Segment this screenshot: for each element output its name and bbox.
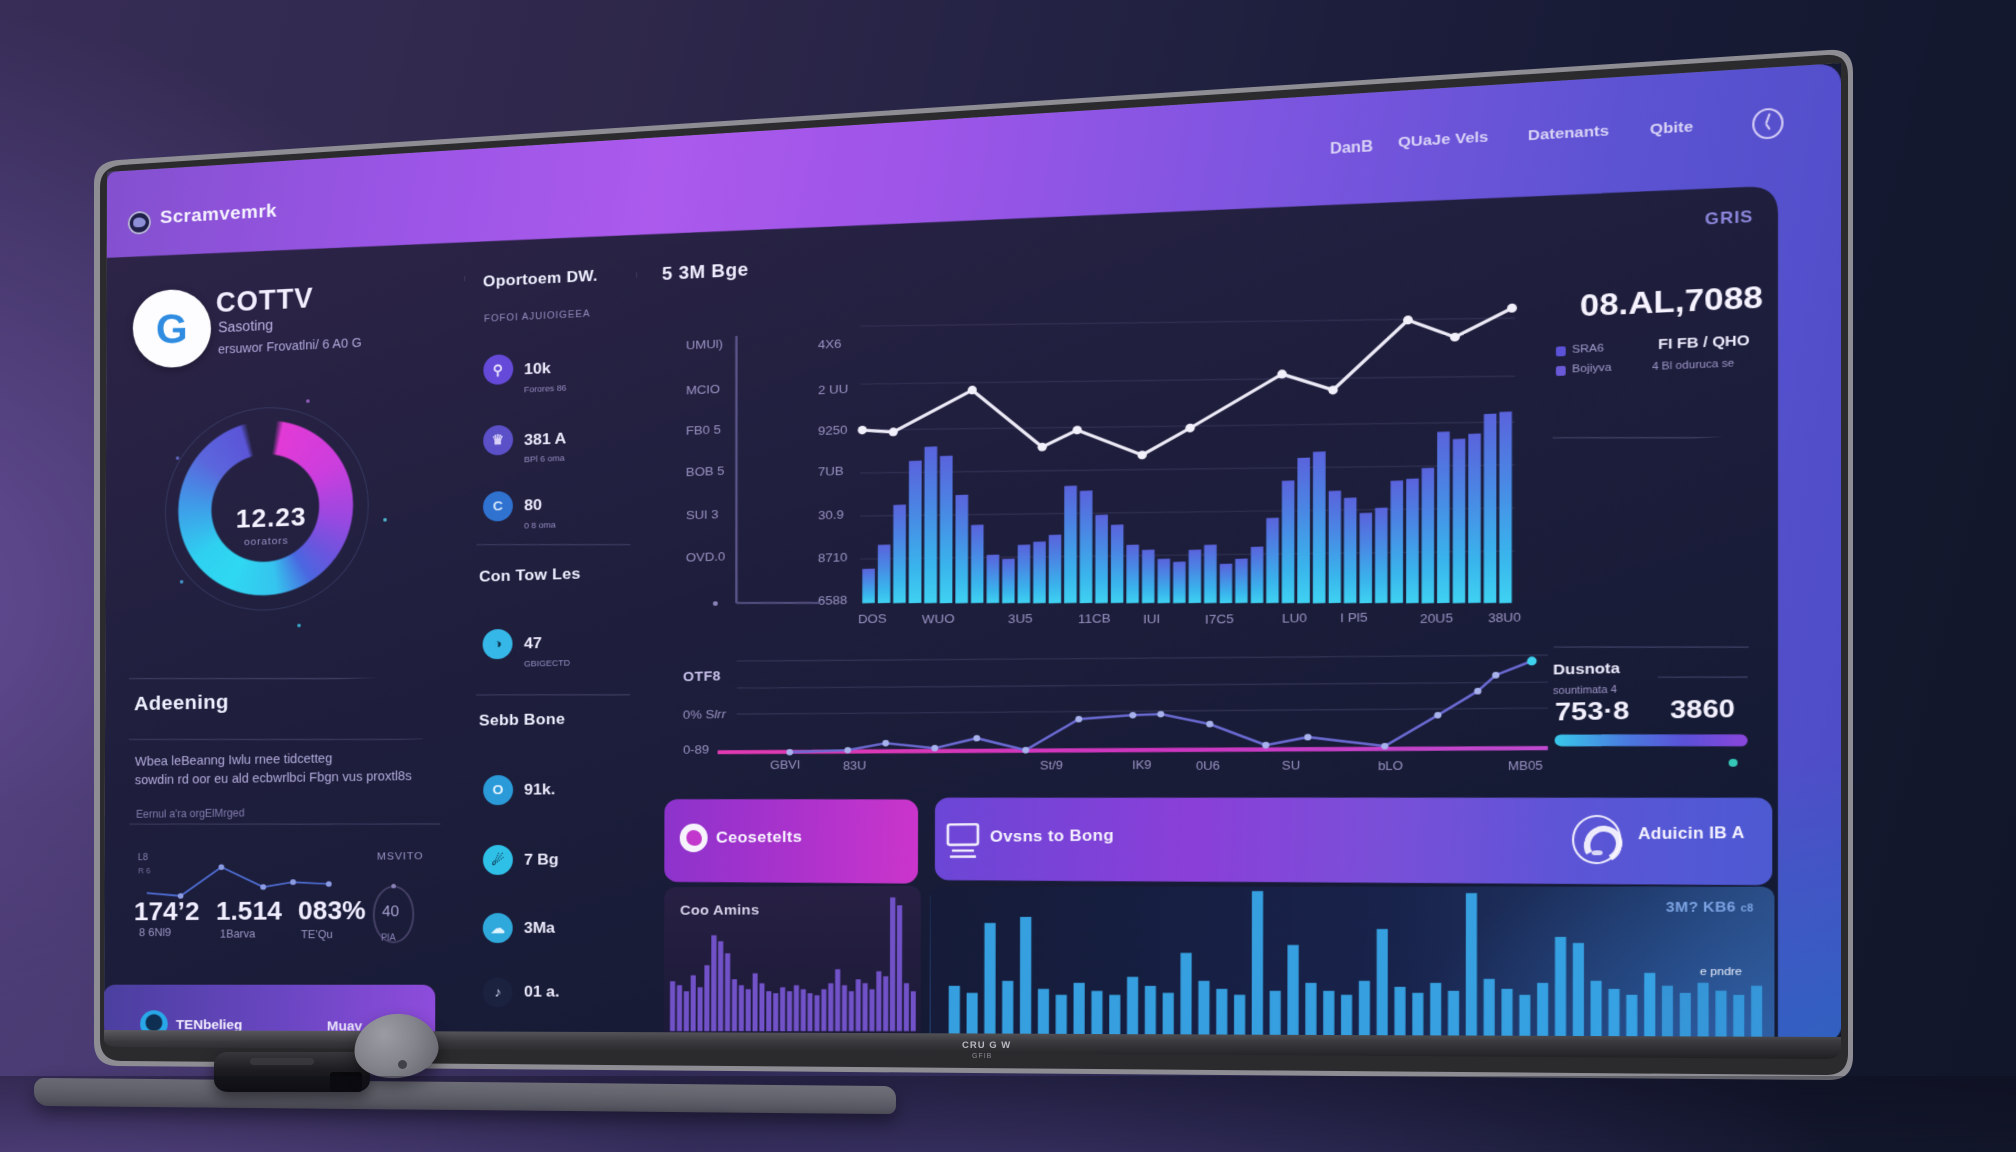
svg-text:GFIB: GFIB bbox=[972, 1053, 992, 1060]
svg-text:CRU G W: CRU G W bbox=[962, 1040, 1011, 1051]
